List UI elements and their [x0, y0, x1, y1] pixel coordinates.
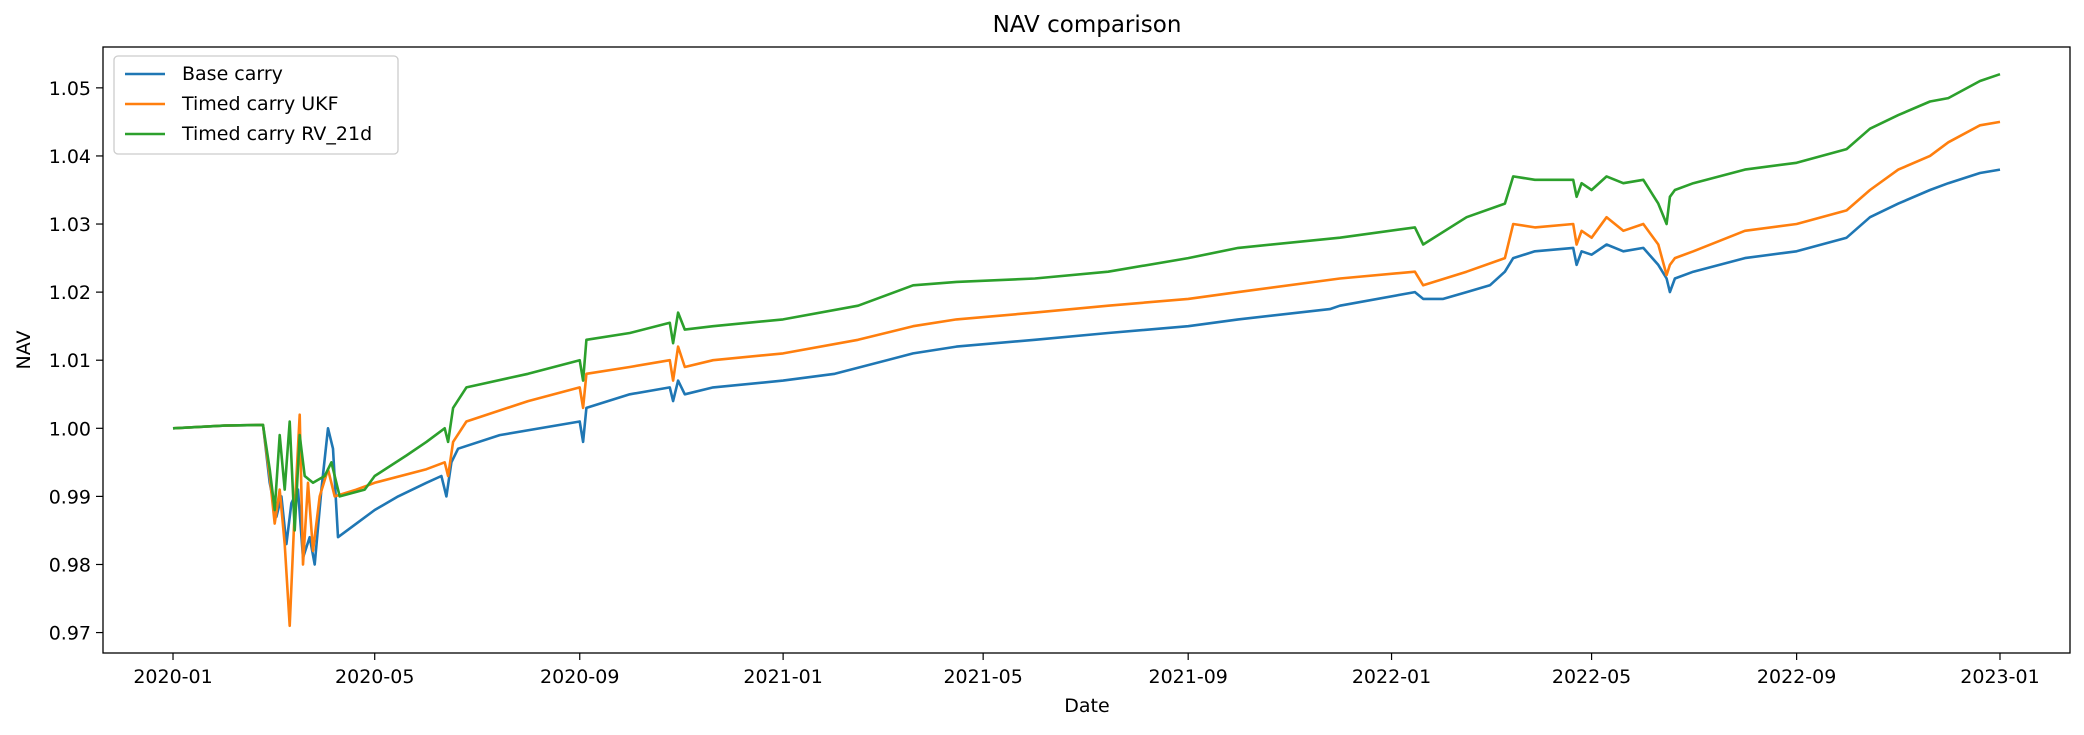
x-tick-label: 2023-01: [1960, 666, 2039, 688]
y-tick-label: 1.04: [49, 146, 91, 168]
x-axis-title: Date: [1064, 695, 1109, 717]
series-line-timed-carry-rv21d: [172, 72, 2001, 532]
x-tick-label: 2020-05: [335, 666, 414, 688]
y-tick-label: 1.00: [49, 418, 91, 440]
legend-label-timed-carry-ukf: Timed carry UKF: [181, 93, 339, 115]
y-tick-label: 0.98: [49, 554, 91, 576]
x-tick-label: 2020-01: [133, 666, 212, 688]
y-tick-label: 1.01: [49, 350, 91, 372]
series-line-timed-carry-ukf: [172, 120, 2001, 628]
plot-frame: [102, 46, 2071, 654]
x-axis: 2020-01 2020-05 2020-09 2021-01 2021-05 2021-…: [133, 653, 2040, 688]
x-tick-label: 2022-05: [1552, 666, 1631, 688]
series-line-base-carry: [172, 168, 2001, 566]
y-tick-label: 0.97: [49, 623, 91, 645]
legend-box: [113, 55, 399, 155]
x-tick-label: 2021-05: [943, 666, 1022, 688]
x-tick-label: 2022-09: [1757, 666, 1836, 688]
y-tick-label: 0.99: [49, 486, 91, 508]
series-group: [172, 72, 2001, 628]
x-tick-label: 2022-01: [1352, 666, 1431, 688]
x-tick-label: 2020-09: [540, 666, 619, 688]
legend-label-base-carry: Base carry: [182, 63, 283, 85]
legend-label-timed-carry-rv21d: Timed carry RV_21d: [181, 123, 372, 145]
x-tick-label: 2021-01: [743, 666, 822, 688]
y-tick-label: 1.02: [49, 282, 91, 304]
y-tick-label: 1.05: [49, 78, 91, 100]
y-axis-title: NAV: [13, 331, 35, 370]
x-tick-label: 2021-09: [1148, 666, 1227, 688]
legend: Base carry Timed carry UKF Timed carry R…: [113, 55, 399, 155]
y-tick-label: 1.03: [49, 214, 91, 236]
y-axis: 0.97 0.98 0.99 1.00 1.01 1.02 1.03 1.04 1.05: [49, 78, 103, 645]
chart-title: NAV comparison: [993, 12, 1182, 38]
